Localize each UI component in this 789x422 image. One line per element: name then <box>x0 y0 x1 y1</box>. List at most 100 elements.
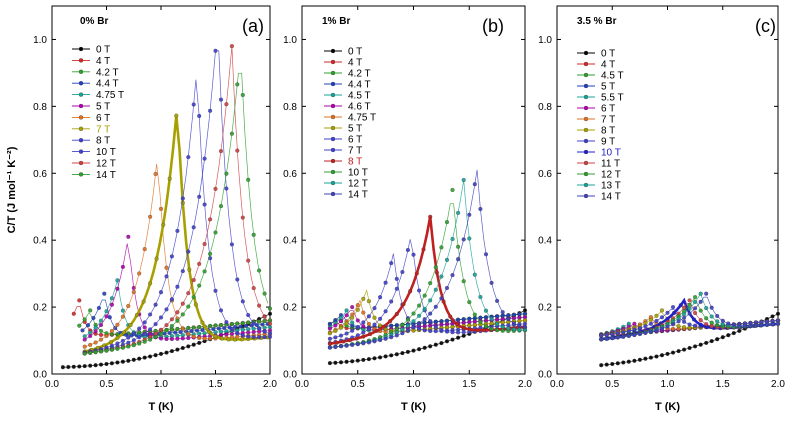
legend-marker <box>583 171 589 177</box>
data-point <box>186 331 191 336</box>
legend-marker <box>330 180 336 186</box>
data-point <box>82 344 87 349</box>
data-point <box>511 316 516 321</box>
legend-marker <box>330 70 336 76</box>
legend-marker <box>78 103 84 109</box>
y-tick-label: 0.8 <box>283 102 297 113</box>
data-point <box>208 323 213 329</box>
data-point <box>126 358 131 363</box>
data-point <box>378 316 383 321</box>
x-axis-label: T (K) <box>148 401 173 413</box>
data-point <box>659 353 665 358</box>
data-point <box>109 347 114 352</box>
data-point <box>126 335 131 340</box>
data-point <box>483 324 489 329</box>
data-point <box>82 337 87 342</box>
data-point <box>378 355 383 360</box>
data-point <box>659 308 665 313</box>
data-point <box>191 342 196 347</box>
data-point <box>467 300 472 305</box>
data-point <box>246 258 251 263</box>
data-point <box>742 323 747 328</box>
data-point <box>197 113 202 119</box>
legend-marker <box>78 92 84 97</box>
legend-marker <box>330 81 336 87</box>
data-point <box>178 329 183 335</box>
data-point <box>626 333 631 339</box>
data-point <box>246 320 251 325</box>
legend-marker <box>330 103 336 109</box>
data-point <box>120 345 125 350</box>
data-point <box>670 305 676 310</box>
series-line <box>329 216 525 345</box>
data-point <box>626 329 631 334</box>
data-point <box>461 237 466 242</box>
data-point <box>444 220 450 225</box>
y-tick-label: 0.2 <box>538 303 552 314</box>
data-point <box>197 261 202 266</box>
data-point <box>433 265 438 270</box>
data-point <box>731 331 736 336</box>
data-point <box>187 267 192 272</box>
data-point <box>374 328 379 333</box>
data-point <box>599 363 604 368</box>
data-point <box>327 326 332 331</box>
data-point <box>211 326 216 332</box>
y-tick-label: 0.0 <box>33 370 47 381</box>
y-tick-label: 0.6 <box>283 169 297 180</box>
data-point <box>355 358 360 363</box>
data-point <box>478 206 483 212</box>
data-point <box>120 338 125 343</box>
data-point <box>355 325 360 330</box>
data-point <box>355 342 360 347</box>
legend-marker <box>583 61 589 67</box>
data-point <box>148 327 153 332</box>
data-point <box>333 323 338 328</box>
data-point <box>361 320 366 325</box>
data-point <box>131 331 136 336</box>
data-point <box>175 310 180 315</box>
data-point <box>93 340 98 345</box>
data-point <box>405 323 410 328</box>
data-point <box>417 347 422 352</box>
data-point <box>770 322 775 327</box>
data-point <box>327 345 332 350</box>
data-point <box>704 316 709 321</box>
data-point <box>495 298 500 303</box>
data-point <box>659 315 665 320</box>
data-point <box>148 312 153 317</box>
data-point <box>202 269 207 274</box>
data-point <box>709 305 714 310</box>
data-point <box>456 330 461 335</box>
data-point <box>401 302 406 307</box>
panel-title: 3.5 % Br <box>577 16 617 27</box>
legend-marker <box>330 169 336 175</box>
data-point <box>262 318 267 324</box>
data-point <box>169 317 174 322</box>
data-point <box>411 311 416 316</box>
data-point <box>643 324 648 329</box>
legend-entry: 10 T <box>348 168 368 179</box>
data-point <box>235 277 240 282</box>
data-point <box>411 319 416 324</box>
data-point <box>383 309 388 314</box>
data-point <box>709 314 714 319</box>
data-point <box>120 264 125 269</box>
legend-marker <box>78 46 84 52</box>
data-point <box>148 281 153 286</box>
data-point <box>197 335 202 341</box>
data-point <box>128 322 133 328</box>
data-point <box>648 321 653 326</box>
data-point <box>400 269 405 275</box>
data-point <box>764 322 770 327</box>
data-point <box>704 291 709 296</box>
data-point <box>164 336 169 342</box>
data-point <box>715 323 720 328</box>
data-point <box>421 247 426 252</box>
data-point <box>137 271 142 276</box>
data-point <box>251 329 256 335</box>
data-point <box>372 339 377 344</box>
data-point <box>137 326 142 331</box>
data-point <box>131 289 136 295</box>
data-point <box>350 305 355 310</box>
